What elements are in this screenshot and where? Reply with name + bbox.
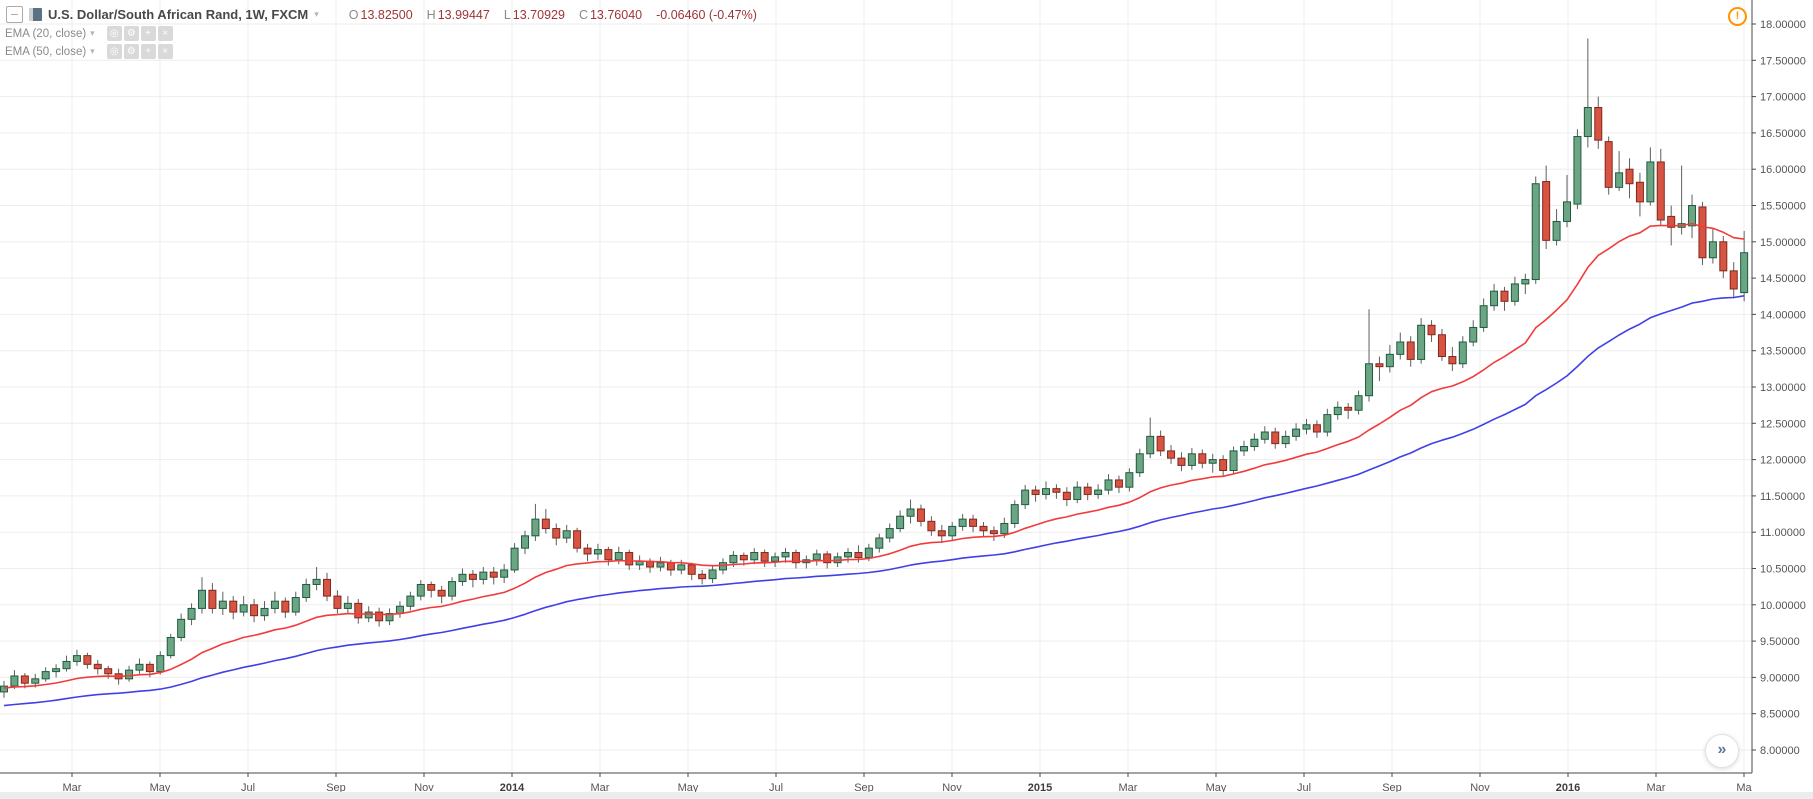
svg-text:16.00000: 16.00000 xyxy=(1760,164,1806,176)
svg-text:17.00000: 17.00000 xyxy=(1760,92,1806,104)
svg-text:14.50000: 14.50000 xyxy=(1760,273,1806,285)
svg-text:Nov: Nov xyxy=(1470,782,1490,794)
indicator-label[interactable]: EMA (50, close) xyxy=(5,45,87,58)
series-flag-icon xyxy=(29,8,42,21)
svg-text:18.00000: 18.00000 xyxy=(1760,19,1806,31)
indicator-row-ema20: EMA (20, close) ▾ ◎ ⚙ + × xyxy=(5,26,173,41)
indicator-dropdown-caret-icon[interactable]: ▾ xyxy=(90,28,95,38)
svg-text:13.00000: 13.00000 xyxy=(1760,382,1806,394)
double-chevron-right-icon: » xyxy=(1717,741,1727,758)
indicator-dropdown-caret-icon[interactable]: ▾ xyxy=(90,46,95,56)
svg-text:Nov: Nov xyxy=(414,782,434,794)
indicator-label[interactable]: EMA (20, close) xyxy=(5,27,87,40)
add-indicator-icon[interactable]: + xyxy=(140,44,156,59)
open-label: O xyxy=(348,7,359,22)
svg-text:2015: 2015 xyxy=(1028,782,1052,794)
svg-text:15.50000: 15.50000 xyxy=(1760,201,1806,213)
svg-text:16.50000: 16.50000 xyxy=(1760,128,1806,140)
symbol-title[interactable]: U.S. Dollar/South African Rand, 1W, FXCM xyxy=(48,7,309,22)
close-label: C xyxy=(578,7,588,22)
high-value: 13.99447 xyxy=(437,7,490,22)
svg-text:Sep: Sep xyxy=(326,782,346,794)
svg-text:8.00000: 8.00000 xyxy=(1760,745,1800,757)
svg-text:13.50000: 13.50000 xyxy=(1760,346,1806,358)
svg-text:15.00000: 15.00000 xyxy=(1760,237,1806,249)
symbol-dropdown-caret-icon[interactable]: ▾ xyxy=(314,9,319,19)
svg-text:11.50000: 11.50000 xyxy=(1760,491,1805,503)
ohlc-readout: O 13.82500 H 13.99447 L 13.70929 C 13.76040 … xyxy=(349,8,757,22)
bottom-strip xyxy=(0,792,1813,799)
svg-text:May: May xyxy=(1206,782,1227,794)
alert-icon[interactable]: ! xyxy=(1728,7,1747,26)
svg-text:17.50000: 17.50000 xyxy=(1760,55,1806,67)
svg-text:11.00000: 11.00000 xyxy=(1760,527,1805,539)
svg-text:Mar: Mar xyxy=(1647,782,1666,794)
svg-text:12.50000: 12.50000 xyxy=(1760,418,1806,430)
svg-text:9.50000: 9.50000 xyxy=(1760,636,1800,648)
ema-line xyxy=(3,222,1745,689)
candles xyxy=(0,38,1749,698)
ema-lines xyxy=(3,222,1745,707)
remove-indicator-icon[interactable]: × xyxy=(157,26,173,41)
svg-text:Jul: Jul xyxy=(1297,782,1311,794)
svg-text:Ma: Ma xyxy=(1736,782,1752,794)
low-label: L xyxy=(503,7,511,22)
svg-text:Jul: Jul xyxy=(241,782,255,794)
svg-text:14.00000: 14.00000 xyxy=(1760,309,1806,321)
svg-text:8.50000: 8.50000 xyxy=(1760,709,1800,721)
svg-text:Mar: Mar xyxy=(1119,782,1138,794)
svg-text:Nov: Nov xyxy=(942,782,962,794)
open-value: 13.82500 xyxy=(360,7,413,22)
svg-text:10.50000: 10.50000 xyxy=(1760,564,1806,576)
svg-text:10.00000: 10.00000 xyxy=(1760,600,1806,612)
settings-icon[interactable]: ⚙ xyxy=(123,26,139,41)
change-value: -0.06460 (-0.47%) xyxy=(656,7,757,22)
low-value: 13.70929 xyxy=(512,7,565,22)
svg-text:May: May xyxy=(678,782,699,794)
close-value: 13.76040 xyxy=(589,7,643,22)
ema-line xyxy=(3,295,1745,707)
svg-text:12.00000: 12.00000 xyxy=(1760,455,1806,467)
collapse-panel-icon[interactable] xyxy=(6,6,23,23)
indicator-row-ema50: EMA (50, close) ▾ ◎ ⚙ + × xyxy=(5,44,173,59)
visibility-icon[interactable]: ◎ xyxy=(106,44,122,59)
svg-text:Mar: Mar xyxy=(591,782,610,794)
gridlines xyxy=(0,0,1752,773)
visibility-icon[interactable]: ◎ xyxy=(106,26,122,41)
add-indicator-icon[interactable]: + xyxy=(140,26,156,41)
settings-icon[interactable]: ⚙ xyxy=(123,44,139,59)
scroll-to-realtime-button[interactable]: » xyxy=(1705,734,1739,768)
high-label: H xyxy=(426,7,436,22)
chart-header: U.S. Dollar/South African Rand, 1W, FXCM… xyxy=(6,6,757,23)
svg-text:9.00000: 9.00000 xyxy=(1760,672,1800,684)
svg-text:2016: 2016 xyxy=(1556,782,1580,794)
svg-text:Jul: Jul xyxy=(769,782,783,794)
svg-text:Sep: Sep xyxy=(854,782,874,794)
svg-text:2014: 2014 xyxy=(500,782,525,794)
remove-indicator-icon[interactable]: × xyxy=(157,44,173,59)
svg-text:May: May xyxy=(150,782,171,794)
svg-text:Mar: Mar xyxy=(63,782,82,794)
svg-text:Sep: Sep xyxy=(1382,782,1402,794)
